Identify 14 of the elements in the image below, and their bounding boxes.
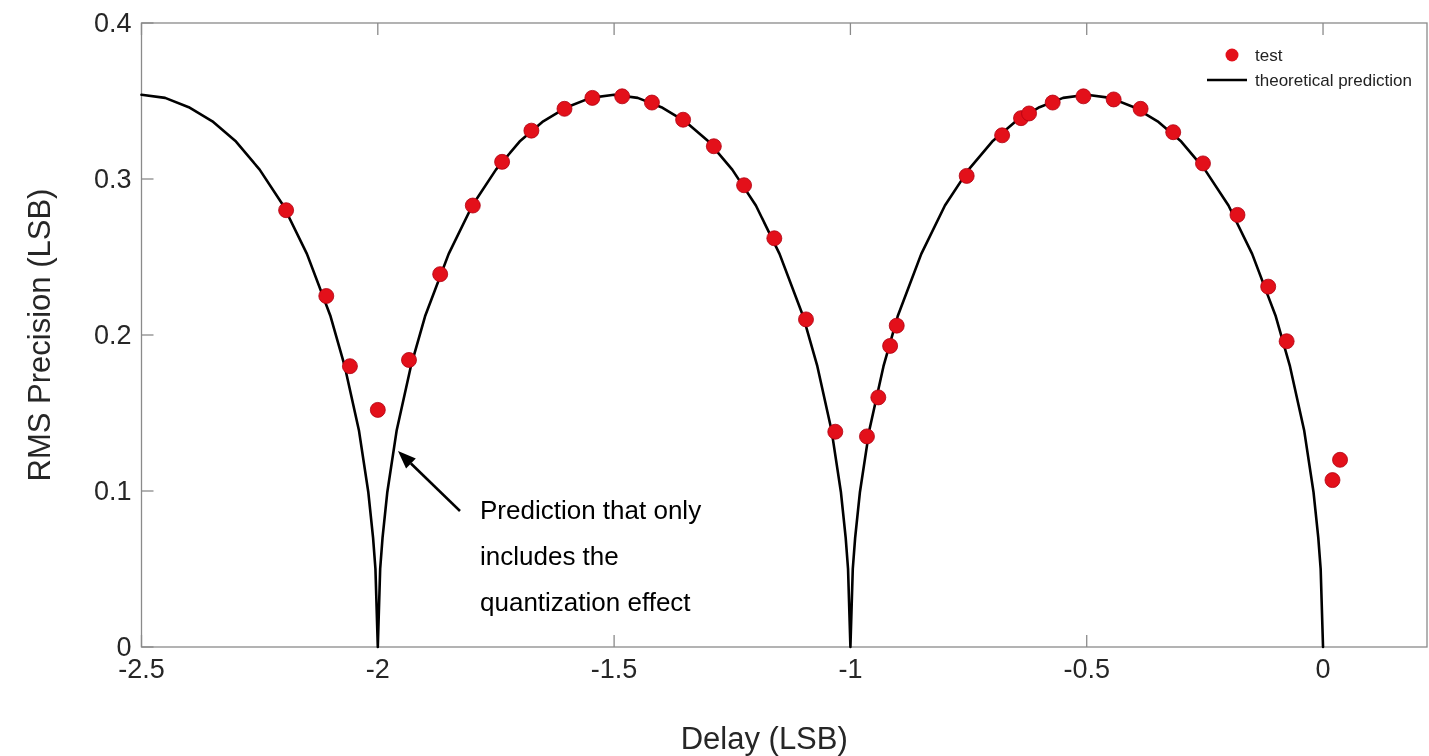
annotation: Prediction that only includes the quantization effect [480, 495, 702, 617]
y-tick-label: 0.2 [93, 320, 132, 350]
y-tick-label: 0.4 [93, 8, 132, 38]
y-tick-label: 0.1 [93, 476, 132, 506]
x-tick-label: 0 [1315, 654, 1331, 684]
legend-label: test [1255, 46, 1283, 65]
x-tick-label: -0.5 [1063, 654, 1110, 684]
x-tick-label: -1.5 [590, 654, 638, 684]
x-tick-label: -2 [365, 654, 390, 684]
x-axis-title: Delay (LSB) [680, 721, 848, 756]
y-axis-title: RMS Precision (LSB) [22, 188, 57, 482]
y-tick-label: 0.3 [93, 164, 132, 194]
legend-label: theoretical prediction [1255, 71, 1412, 90]
x-tick-label: -1 [838, 654, 863, 684]
